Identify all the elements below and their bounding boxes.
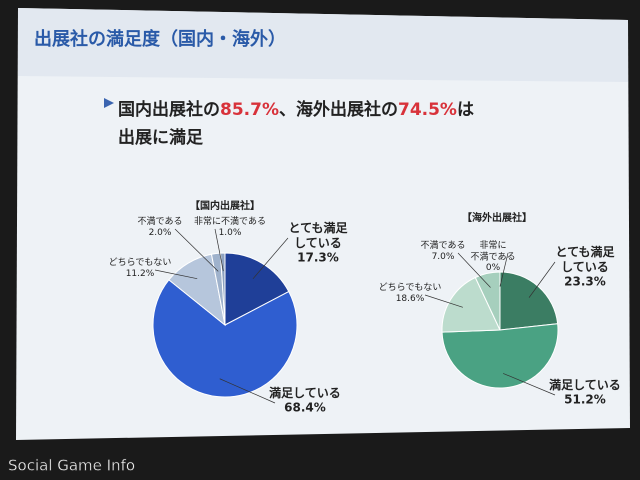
leader-line xyxy=(528,261,556,298)
label-line: 不満である xyxy=(471,251,516,262)
slice-value-label: 18.6% xyxy=(396,294,425,304)
leader-line xyxy=(503,373,556,396)
label-line: とても満足 xyxy=(288,220,347,235)
pie-slice xyxy=(441,276,501,333)
watermark: Social Game Info xyxy=(8,457,135,475)
leader-line xyxy=(424,294,463,308)
slice-label: とても満足している xyxy=(555,244,614,274)
pie-slice xyxy=(441,323,559,389)
leader-line xyxy=(219,378,276,404)
slice-label: 満足している xyxy=(269,385,341,400)
leader-line xyxy=(154,269,198,280)
slice-label: 不満である xyxy=(421,240,466,251)
title-bar xyxy=(18,8,628,82)
slice-value-label: 68.4% xyxy=(284,401,326,415)
label-line: 不満である xyxy=(138,216,183,227)
slice-value-label: 1.0% xyxy=(219,228,242,238)
leader-line xyxy=(457,252,491,288)
slice-label: とても満足している xyxy=(288,220,347,250)
label-line: 非常に不満である xyxy=(194,215,266,227)
pie-title: 【海外出展社】 xyxy=(462,211,532,224)
label-line: 満足している xyxy=(549,377,621,392)
headline-part: 国内出展社の xyxy=(118,99,220,120)
label-line: どちらでもない xyxy=(379,282,442,293)
headline-part: 85.7% xyxy=(220,100,279,120)
label-line: とても満足 xyxy=(555,244,614,259)
headline-part: は xyxy=(457,100,474,120)
slide-title: 出展社の満足度（国内・海外） xyxy=(34,28,286,50)
slice-label: どちらでもない xyxy=(379,282,442,293)
label-line: 満足している xyxy=(269,385,341,400)
slice-label: 非常に不満である xyxy=(471,239,516,262)
leader-line xyxy=(214,228,224,272)
bullet xyxy=(104,98,114,108)
slice-label: 満足している xyxy=(549,377,621,392)
pie-title: 【国内出展社】 xyxy=(190,199,260,212)
slice-value-label: 0% xyxy=(486,263,501,273)
slice-label: 不満である xyxy=(138,216,183,227)
slice-label: 非常に不満である xyxy=(194,215,266,227)
headline-part: 74.5% xyxy=(398,100,457,120)
headline-part: 、海外出展社の xyxy=(279,99,398,120)
label-line: どちらでもない xyxy=(109,257,172,268)
slice-value-label: 17.3% xyxy=(297,251,339,265)
label-line: している xyxy=(294,236,342,250)
pie-slice xyxy=(219,252,226,326)
pie-slice xyxy=(152,279,298,398)
slice-value-label: 23.3% xyxy=(564,275,606,289)
pie-slice xyxy=(224,252,290,326)
slice-label: どちらでもない xyxy=(109,257,172,268)
slice-value-label: 11.2% xyxy=(126,269,155,279)
label-line: 非常に xyxy=(479,239,506,251)
slice-value-label: 51.2% xyxy=(564,393,606,407)
label-line: している xyxy=(561,260,609,274)
label-line: 不満である xyxy=(421,240,466,251)
pie-slice xyxy=(499,271,559,331)
slice-value-label: 2.0% xyxy=(149,228,172,238)
leader-line xyxy=(499,252,509,287)
slice-value-label: 7.0% xyxy=(432,252,455,262)
headline: 国内出展社の85.7%、海外出展社の74.5%は xyxy=(118,99,474,120)
headline: 出展に満足 xyxy=(118,127,203,148)
leader-line xyxy=(174,228,219,272)
pie-slice xyxy=(474,271,501,331)
leader-line xyxy=(252,237,289,280)
